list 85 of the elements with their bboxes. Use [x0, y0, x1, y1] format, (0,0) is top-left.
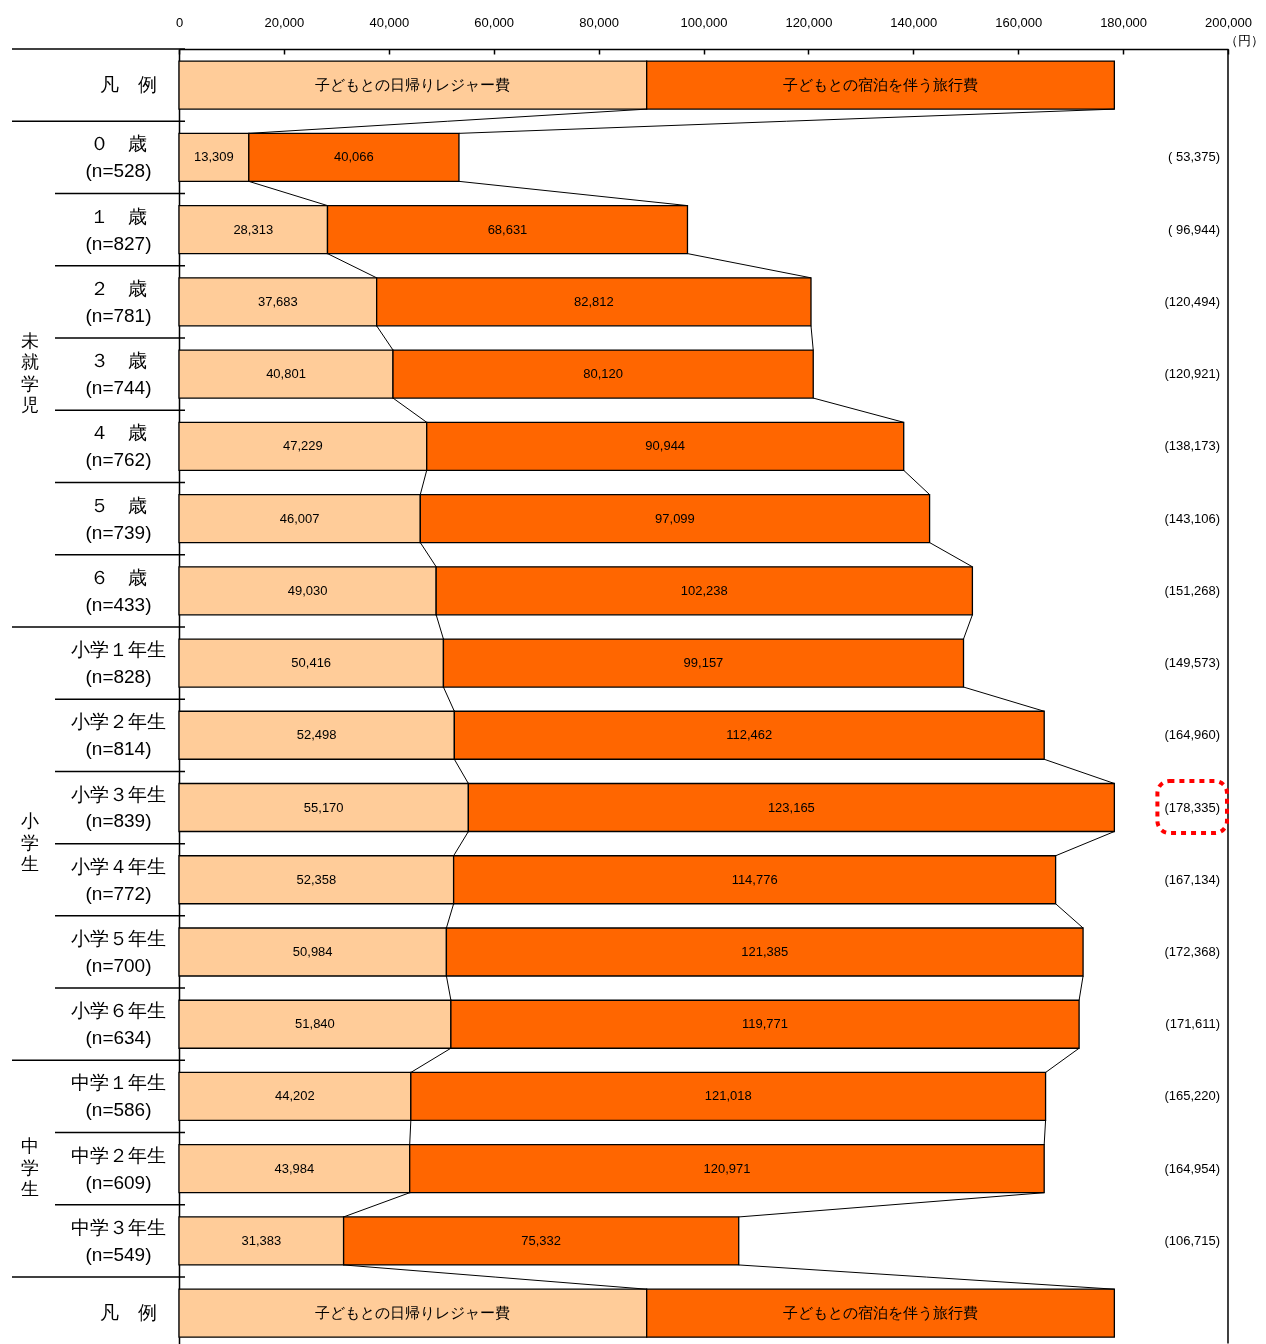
data-label: 50,416	[291, 655, 332, 671]
y-tick-label: ５ 歳 (n=739)	[85, 494, 152, 543]
annotation: (138,173)	[1164, 438, 1220, 454]
annotation: (164,960)	[1164, 727, 1220, 743]
data-label: 51,840	[295, 1016, 335, 1032]
data-label: 82,812	[573, 293, 614, 309]
y-tick-label: ０ 歳 (n=528)	[85, 133, 152, 182]
legend-title: 凡 例	[99, 1302, 157, 1324]
data-label: 52,358	[296, 871, 337, 887]
text: 未就学児	[21, 330, 39, 416]
annotation: (164,954)	[1164, 1160, 1220, 1176]
data-label: 37,683	[257, 293, 298, 309]
x-axis-title: （円）	[1225, 33, 1265, 49]
data-label: 40,066	[334, 149, 374, 165]
data-label: 68,631	[487, 221, 528, 237]
x-tick-label: 60,000	[474, 15, 515, 31]
x-tick-label: 140,000	[890, 15, 938, 31]
annotation: (172,368)	[1164, 943, 1220, 959]
data-label: 80,120	[583, 366, 623, 382]
annotation: (165,220)	[1164, 1088, 1220, 1104]
data-label: 46,007	[279, 510, 320, 526]
annotation: (171,611)	[1165, 1016, 1220, 1032]
data-label: 121,018	[704, 1088, 752, 1104]
x-tick-label: 80,000	[579, 15, 619, 31]
text: 子どもとの日帰りレジャー費	[315, 76, 511, 94]
data-label: 47,229	[283, 438, 323, 454]
data-label: 102,238	[680, 582, 728, 598]
annotation: ( 53,375)	[1168, 149, 1220, 165]
data-label: 44,202	[275, 1088, 315, 1104]
text: 子どもとの宿泊を伴う旅行費	[783, 1304, 979, 1322]
y-tick-label: ３ 歳 (n=744)	[85, 350, 152, 399]
y-tick-label: 小学１年生 (n=828)	[71, 639, 166, 688]
data-label: 52,498	[296, 727, 337, 743]
annotation: (120,494)	[1164, 293, 1220, 309]
data-label: 43,984	[274, 1160, 315, 1176]
y-tick-label: 小学２年生 (n=814)	[71, 711, 166, 760]
annotation: ( 96,944)	[1168, 221, 1220, 237]
y-tick-label: 小学５年生 (n=700)	[71, 927, 166, 976]
y-tick-label: ２ 歳 (n=781)	[85, 277, 152, 326]
text: 子どもとの宿泊を伴う旅行費	[783, 76, 979, 94]
y-tick-label: 中学１年生 (n=586)	[71, 1072, 166, 1121]
x-tick-label: 20,000	[264, 15, 305, 31]
text: 中学生	[21, 1136, 39, 1200]
text: 小学生	[21, 811, 39, 875]
y-tick-label: 中学３年生 (n=549)	[71, 1216, 166, 1265]
x-tick-label: 160,000	[995, 15, 1043, 31]
y-tick-label: 中学２年生 (n=609)	[71, 1144, 166, 1193]
data-label: 13,309	[194, 149, 234, 165]
data-label: 31,383	[241, 1232, 282, 1248]
data-label: 75,332	[521, 1232, 562, 1248]
y-tick-label: 小学３年生 (n=839)	[71, 783, 166, 832]
data-label: 28,313	[233, 221, 274, 237]
annotation: (149,573)	[1164, 655, 1220, 671]
x-tick-label: 200,000	[1205, 15, 1252, 31]
data-label: 49,030	[287, 582, 328, 598]
annotation: (151,268)	[1164, 582, 1220, 598]
y-tick-label: 小学４年生 (n=772)	[71, 855, 166, 904]
data-label: 114,776	[731, 871, 778, 887]
text: 子どもとの日帰りレジャー費	[315, 1304, 511, 1322]
data-label: 90,944	[645, 438, 686, 454]
annotation: (143,106)	[1164, 510, 1220, 526]
annotation: (106,715)	[1164, 1232, 1220, 1248]
x-tick-label: 120,000	[785, 15, 833, 31]
y-tick-label: ４ 歳 (n=762)	[85, 422, 152, 471]
annotation: (167,134)	[1164, 871, 1220, 887]
data-label: 50,984	[292, 943, 333, 959]
x-tick-label: 100,000	[680, 15, 728, 31]
data-label: 120,971	[703, 1160, 751, 1176]
data-label: 112,462	[726, 727, 773, 743]
text: 凡 例	[99, 74, 157, 96]
y-tick-label: 小学６年生 (n=634)	[71, 1000, 166, 1049]
x-tick-label: 0	[175, 15, 184, 31]
data-label: 121,385	[741, 943, 789, 959]
data-label: 119,771	[742, 1016, 788, 1032]
data-label: 99,157	[683, 655, 724, 671]
data-label: 97,099	[655, 510, 695, 526]
data-label: 55,170	[303, 799, 344, 815]
data-label: 123,165	[767, 799, 815, 815]
x-tick-label: 40,000	[369, 15, 410, 31]
x-tick-label: 180,000	[1100, 15, 1148, 31]
y-tick-label: ６ 歳 (n=433)	[85, 566, 152, 615]
annotation: (178,335)	[1164, 799, 1220, 815]
y-tick-label: １ 歳 (n=827)	[85, 205, 152, 254]
data-label: 40,801	[266, 366, 306, 382]
annotation: (120,921)	[1164, 366, 1220, 382]
